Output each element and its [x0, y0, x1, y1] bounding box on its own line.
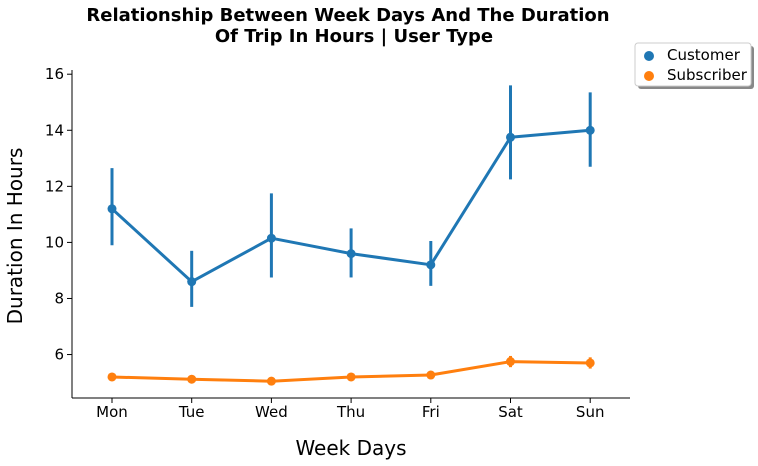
plot-area: 6 8 10 12 14 16 Mon Tue Wed Thu Fri Sat Sun	[45, 65, 605, 421]
legend-box	[634, 42, 752, 87]
data-point-subscriber	[346, 372, 356, 382]
x-axis-label: Week Days	[295, 436, 406, 460]
chart-title-line-2: Of Trip In Hours | User Type	[215, 26, 493, 47]
legend-label-customer: Customer	[667, 46, 741, 64]
y-axis-label: Duration In Hours	[3, 148, 27, 325]
data-point-customer	[426, 260, 436, 270]
legend-label-subscriber: Subscriber	[667, 66, 748, 84]
y-tick-label: 16	[45, 65, 64, 83]
chart-title-line-1: Relationship Between Week Days And The D…	[86, 5, 609, 26]
legend-marker-customer	[644, 51, 654, 61]
data-point-customer	[585, 125, 595, 135]
x-tick-label: Sun	[576, 403, 605, 421]
legend: Customer Subscriber	[634, 42, 754, 89]
data-point-customer	[266, 233, 276, 243]
data-point-customer	[107, 204, 117, 214]
x-tick-label: Wed	[255, 403, 288, 421]
y-tick-label: 6	[54, 346, 64, 364]
x-tick-label: Thu	[336, 403, 365, 421]
y-tick-label: 14	[45, 121, 64, 139]
x-tick-label: Tue	[178, 403, 205, 421]
data-point-customer	[506, 132, 515, 142]
x-tick-label: Fri	[422, 403, 440, 421]
x-tick-label: Mon	[96, 403, 128, 421]
x-tick-label: Sat	[498, 403, 523, 421]
data-point-subscriber	[187, 374, 197, 384]
data-point-customer	[346, 249, 356, 259]
data-point-subscriber	[266, 376, 276, 386]
data-point-subscriber	[506, 357, 515, 367]
data-point-subscriber	[107, 372, 117, 382]
legend-marker-subscriber	[644, 71, 654, 81]
y-tick-label: 10	[45, 233, 64, 251]
y-tick-label: 8	[54, 289, 64, 307]
data-point-subscriber	[585, 358, 595, 368]
data-point-subscriber	[426, 370, 436, 380]
y-tick-label: 12	[45, 177, 64, 195]
data-point-customer	[187, 277, 197, 287]
